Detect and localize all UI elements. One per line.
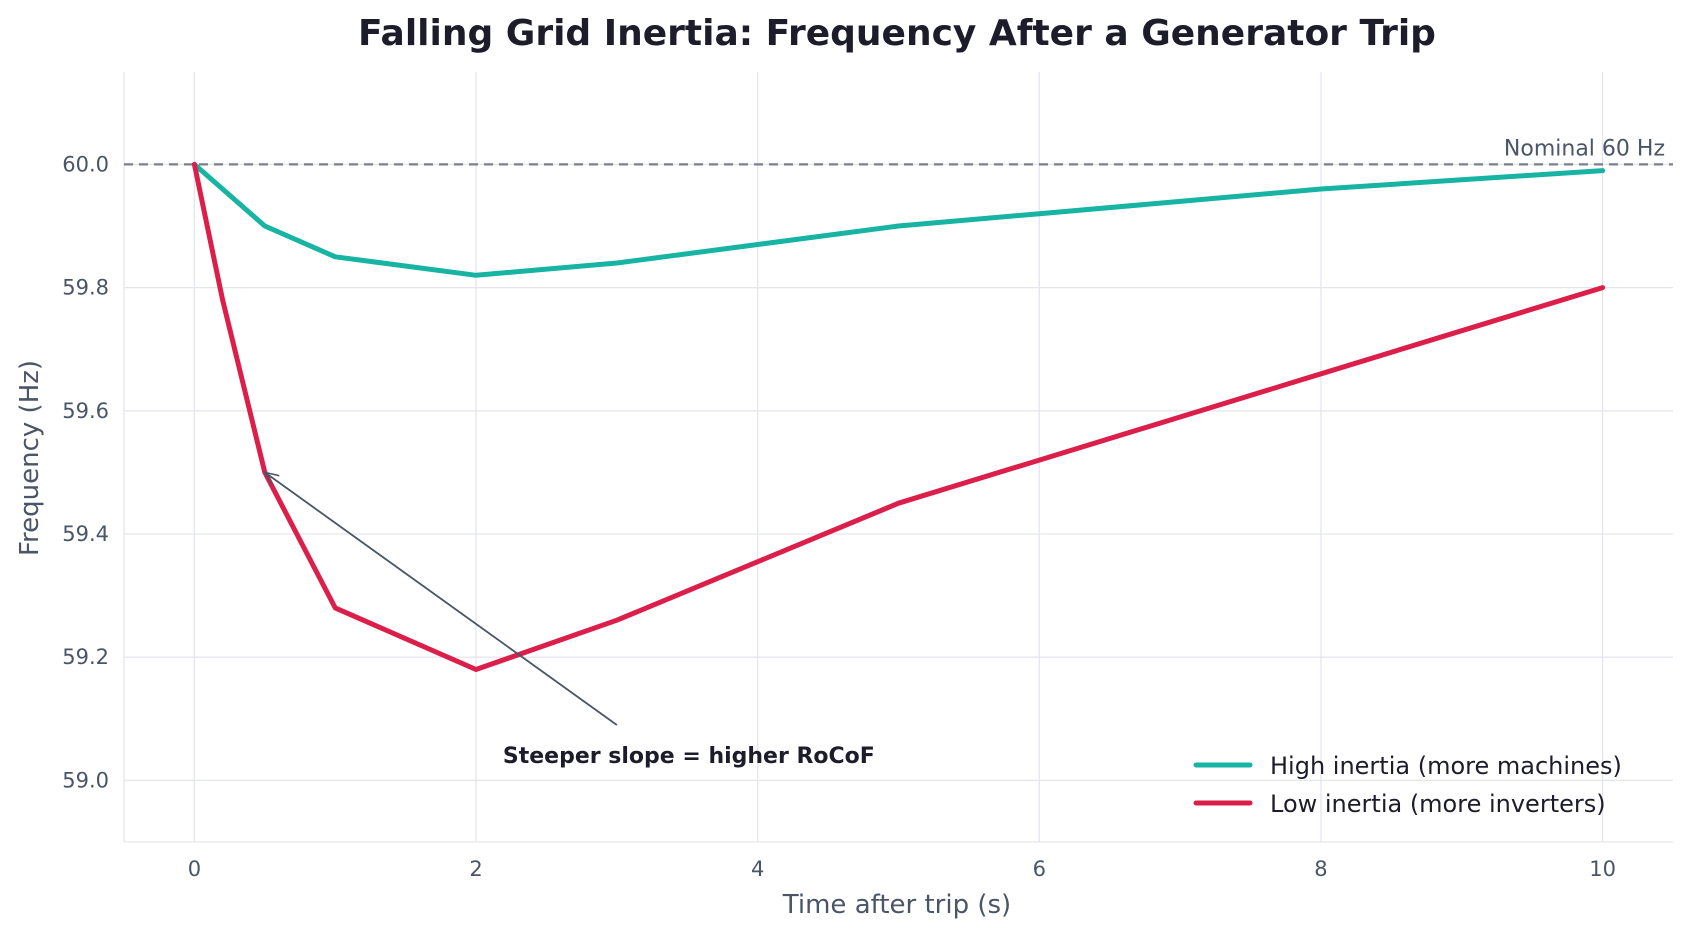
x-tick-label: 6 (1033, 857, 1046, 881)
reference-layer: Nominal 60 Hz (124, 136, 1673, 166)
x-tick-label: 0 (188, 857, 201, 881)
chart-title: Falling Grid Inertia: Frequency After a … (358, 13, 1436, 54)
series-layer (191, 161, 1606, 672)
y-tick-label: 59.4 (62, 522, 109, 546)
y-tick-label: 59.2 (62, 645, 109, 669)
y-tick-label: 60.0 (62, 152, 109, 176)
annotation-text: Steeper slope = higher RoCoF (503, 744, 875, 769)
annotation-arrow (265, 472, 618, 726)
annotation-layer: Steeper slope = higher RoCoF (265, 472, 875, 769)
grid-layer (123, 72, 1673, 843)
y-tick-label: 59.0 (62, 768, 109, 792)
x-tick-label: 2 (469, 857, 482, 881)
x-axis-label: Time after trip (s) (782, 890, 1011, 920)
series-line-low-inertia (191, 161, 1606, 672)
y-tick-label: 59.8 (62, 276, 109, 300)
nominal-reference-label: Nominal 60 Hz (1504, 136, 1665, 161)
x-tick-label: 4 (751, 857, 764, 881)
legend: High inertia (more machines) Low inertia … (1193, 752, 1622, 818)
x-tick-label: 10 (1589, 857, 1616, 881)
series-line-high-inertia (191, 161, 1606, 278)
x-tick-label: 8 (1314, 857, 1327, 881)
tick-layer: 0 2 4 6 8 10 59.0 59.2 59.4 59.6 59.8 60.0 (62, 152, 1616, 881)
y-tick-label: 59.6 (62, 399, 109, 423)
y-axis-label: Frequency (Hz) (15, 360, 45, 556)
legend-entry-label: High inertia (more machines) (1270, 752, 1622, 780)
legend-entry-label: Low inertia (more inverters) (1270, 790, 1606, 818)
